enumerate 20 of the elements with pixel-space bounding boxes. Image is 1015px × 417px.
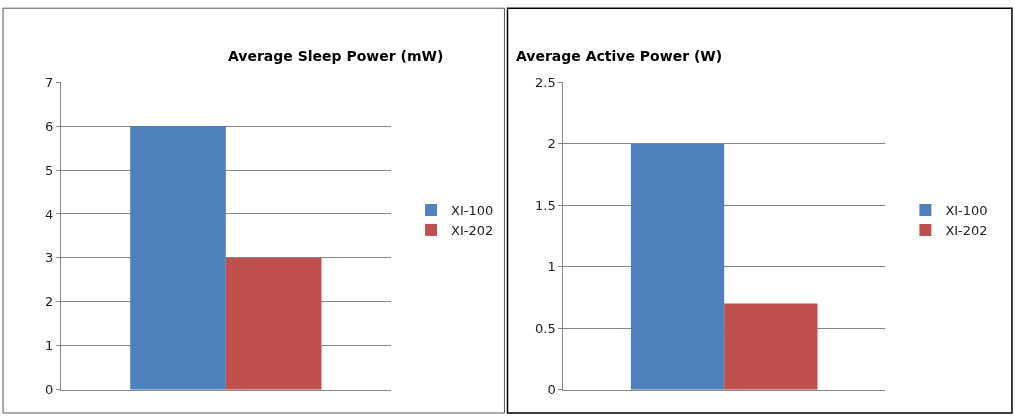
legend-label: XI-202 — [451, 222, 494, 238]
y-tick-label: 0.5 — [535, 320, 556, 336]
y-tick-label: 2 — [45, 294, 54, 310]
chart-title: Average Sleep Power (mW) — [228, 48, 444, 64]
y-tick-label: 2.5 — [535, 74, 556, 90]
y-tick-label: 1 — [547, 259, 556, 275]
y-tick-label: 2 — [547, 136, 556, 152]
y-tick-label: 3 — [45, 250, 54, 266]
y-tick-label: 1.5 — [535, 197, 556, 213]
y-tick-label: 1 — [45, 338, 54, 354]
y-tick-label: 4 — [45, 206, 54, 222]
y-tick-label: 7 — [45, 74, 54, 90]
y-tick-label: 0 — [547, 382, 556, 398]
y-tick-label: 6 — [45, 118, 54, 134]
legend-label: XI-100 — [451, 203, 494, 219]
y-tick-label: 0 — [45, 382, 54, 398]
y-tick-label: 5 — [45, 162, 54, 178]
legend-label: XI-100 — [945, 203, 988, 219]
chart-title: Average Active Power (W) — [516, 48, 723, 64]
legend-label: XI-202 — [945, 222, 988, 238]
